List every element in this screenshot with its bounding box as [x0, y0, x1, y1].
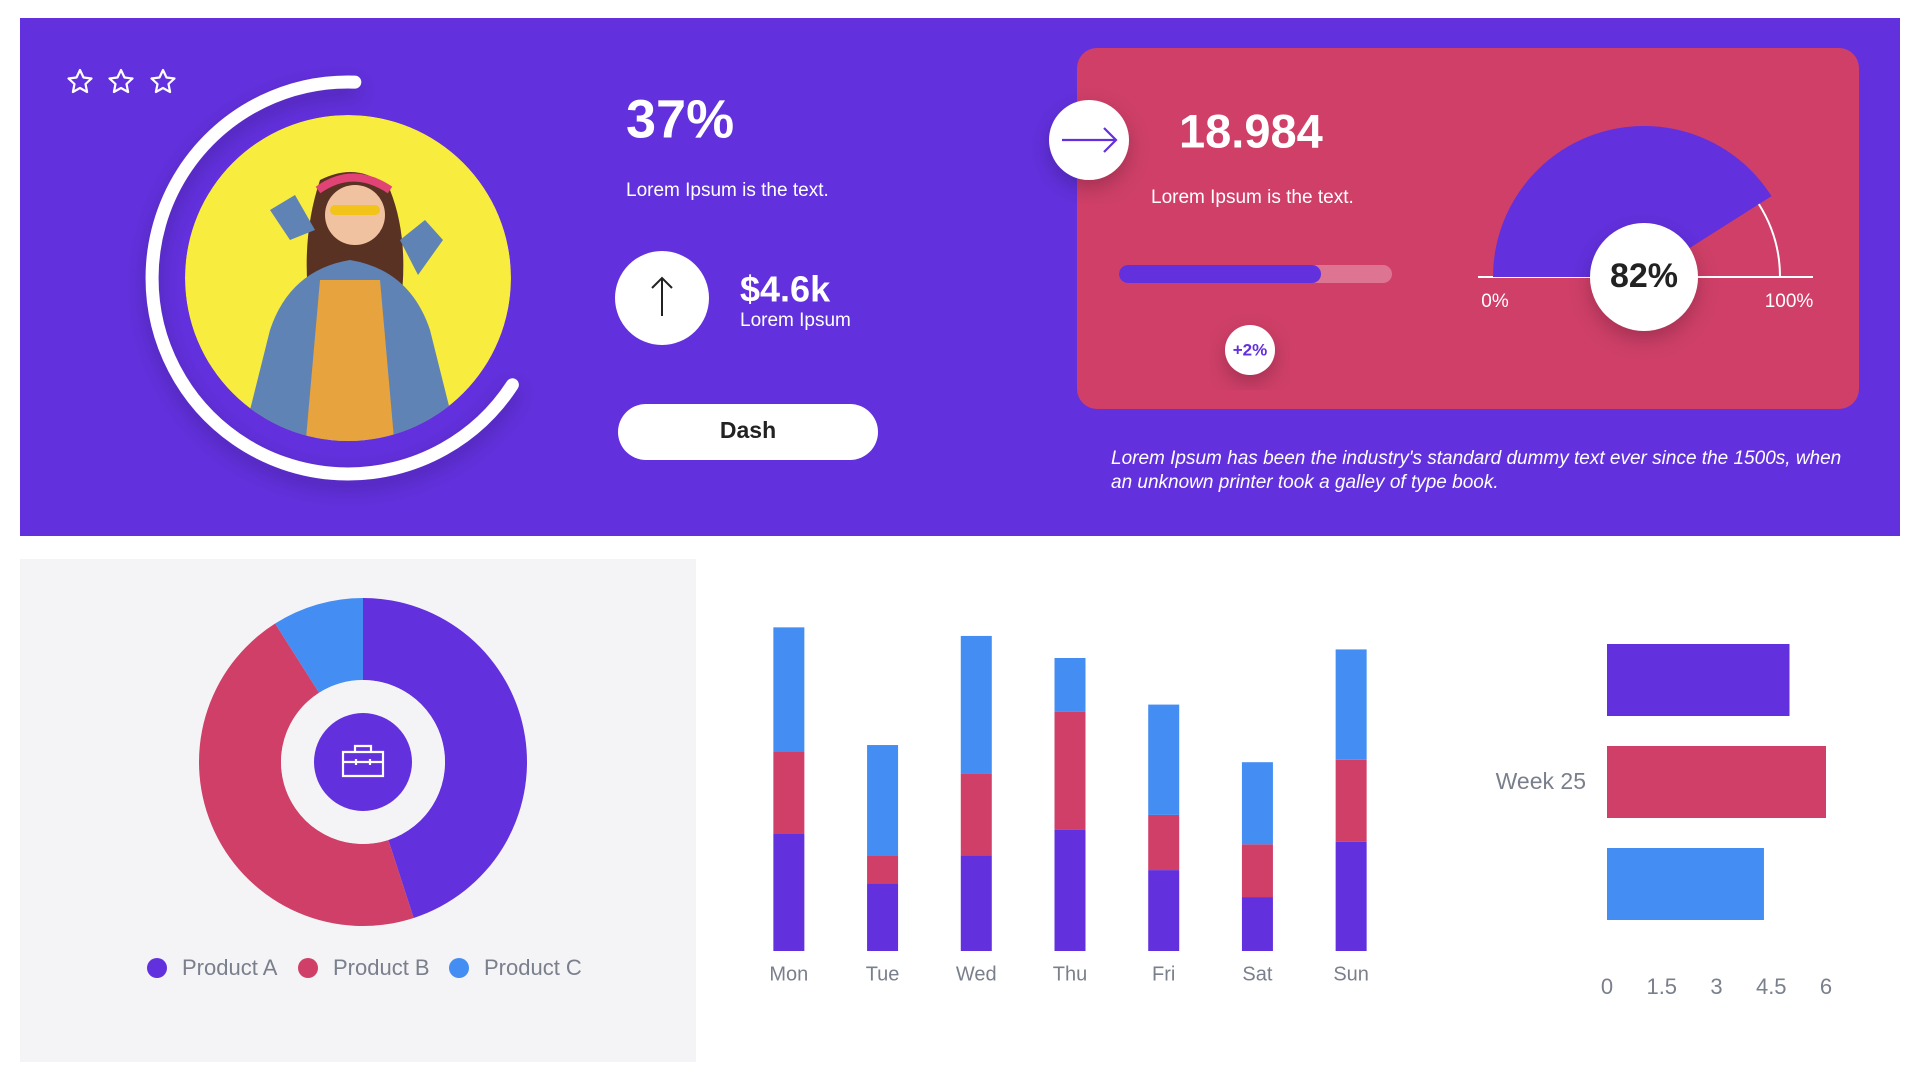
gauge-tick-label: 0% — [1481, 291, 1509, 312]
gauge-rest — [1757, 203, 1781, 278]
briefcase-icon — [341, 744, 385, 778]
x-tick-label: 6 — [1820, 974, 1832, 999]
bar-segment — [867, 855, 899, 884]
legend-label: Product C — [484, 955, 582, 980]
bar-segment — [1241, 762, 1273, 845]
bar-segment — [773, 833, 805, 951]
bar-segment — [867, 745, 899, 856]
bar-segment — [1148, 704, 1180, 815]
kpi-text: Lorem Ipsum is the text. — [1151, 187, 1354, 208]
gauge-fill — [1493, 125, 1772, 277]
ring — [145, 75, 519, 481]
kpi-value: 18.984 — [1179, 104, 1323, 157]
bar-segment — [1148, 814, 1180, 871]
legend-label: Product A — [182, 955, 278, 980]
photo — [185, 115, 511, 441]
headline: 37% — [626, 89, 734, 149]
legend-marker — [449, 958, 469, 978]
bar-segment — [1054, 658, 1086, 712]
up-arrow-icon — [651, 276, 673, 316]
bar — [1607, 848, 1764, 920]
dash-button-label: Dash — [720, 417, 776, 443]
bar-segment — [1054, 711, 1086, 830]
note-line: an unknown printer took a galley of type… — [1111, 472, 1499, 493]
bar-segment — [1335, 841, 1367, 951]
kpi-card — [1077, 48, 1859, 409]
x-tick-label: Wed — [956, 963, 997, 985]
legend-label: Product B — [333, 955, 430, 980]
bar-segment — [1335, 649, 1367, 760]
change-label: +2% — [1233, 340, 1268, 359]
bar-segment — [1335, 759, 1367, 842]
bar — [1607, 644, 1790, 716]
progress-fill — [1119, 265, 1322, 283]
legend-marker — [147, 958, 167, 978]
change-badge — [1225, 325, 1275, 375]
category-label: Week 25 — [1496, 768, 1586, 794]
donut-segment — [199, 623, 414, 926]
x-tick-label: 4.5 — [1756, 974, 1787, 999]
bar-segment — [867, 883, 899, 951]
bar-segment — [773, 627, 805, 752]
donut-segment — [363, 598, 527, 918]
gauge-badge — [1590, 223, 1698, 331]
bar-segment — [960, 773, 992, 856]
bar-segment — [1054, 829, 1086, 951]
stars — [67, 68, 176, 94]
headline-text: Lorem Ipsum is the text. — [626, 180, 829, 201]
note-line: Lorem Ipsum has been the industry's stan… — [1111, 448, 1841, 469]
amount-caption: Lorem Ipsum — [740, 310, 851, 331]
x-tick-label: 0 — [1601, 974, 1613, 999]
bar-segment — [1241, 844, 1273, 898]
next-icon — [1062, 127, 1118, 153]
amount: $4.6k — [740, 269, 831, 310]
bar-segment — [960, 855, 992, 951]
x-tick-label: Sun — [1333, 963, 1369, 985]
bar-segment — [1241, 897, 1273, 951]
bar-segment — [1148, 870, 1180, 951]
bar-segment — [773, 751, 805, 834]
bar-segment — [960, 635, 992, 774]
x-tick-label: 3 — [1710, 974, 1722, 999]
gauge-value-label: 82% — [1610, 257, 1678, 295]
dash-button[interactable] — [618, 404, 878, 460]
legend-marker — [298, 958, 318, 978]
x-tick-label: 1.5 — [1646, 974, 1677, 999]
x-tick-label: Tue — [866, 963, 900, 985]
x-tick-label: Fri — [1152, 963, 1175, 985]
x-tick-label: Thu — [1053, 963, 1087, 985]
gauge-tick-label: 100% — [1765, 291, 1814, 312]
donut-segment — [275, 598, 363, 693]
bar — [1607, 746, 1826, 818]
x-tick-label: Sat — [1242, 963, 1272, 985]
x-tick-label: Mon — [769, 963, 808, 985]
charts: Product A Product B Product C Mon Tue Wed Thu F… — [147, 125, 1832, 999]
